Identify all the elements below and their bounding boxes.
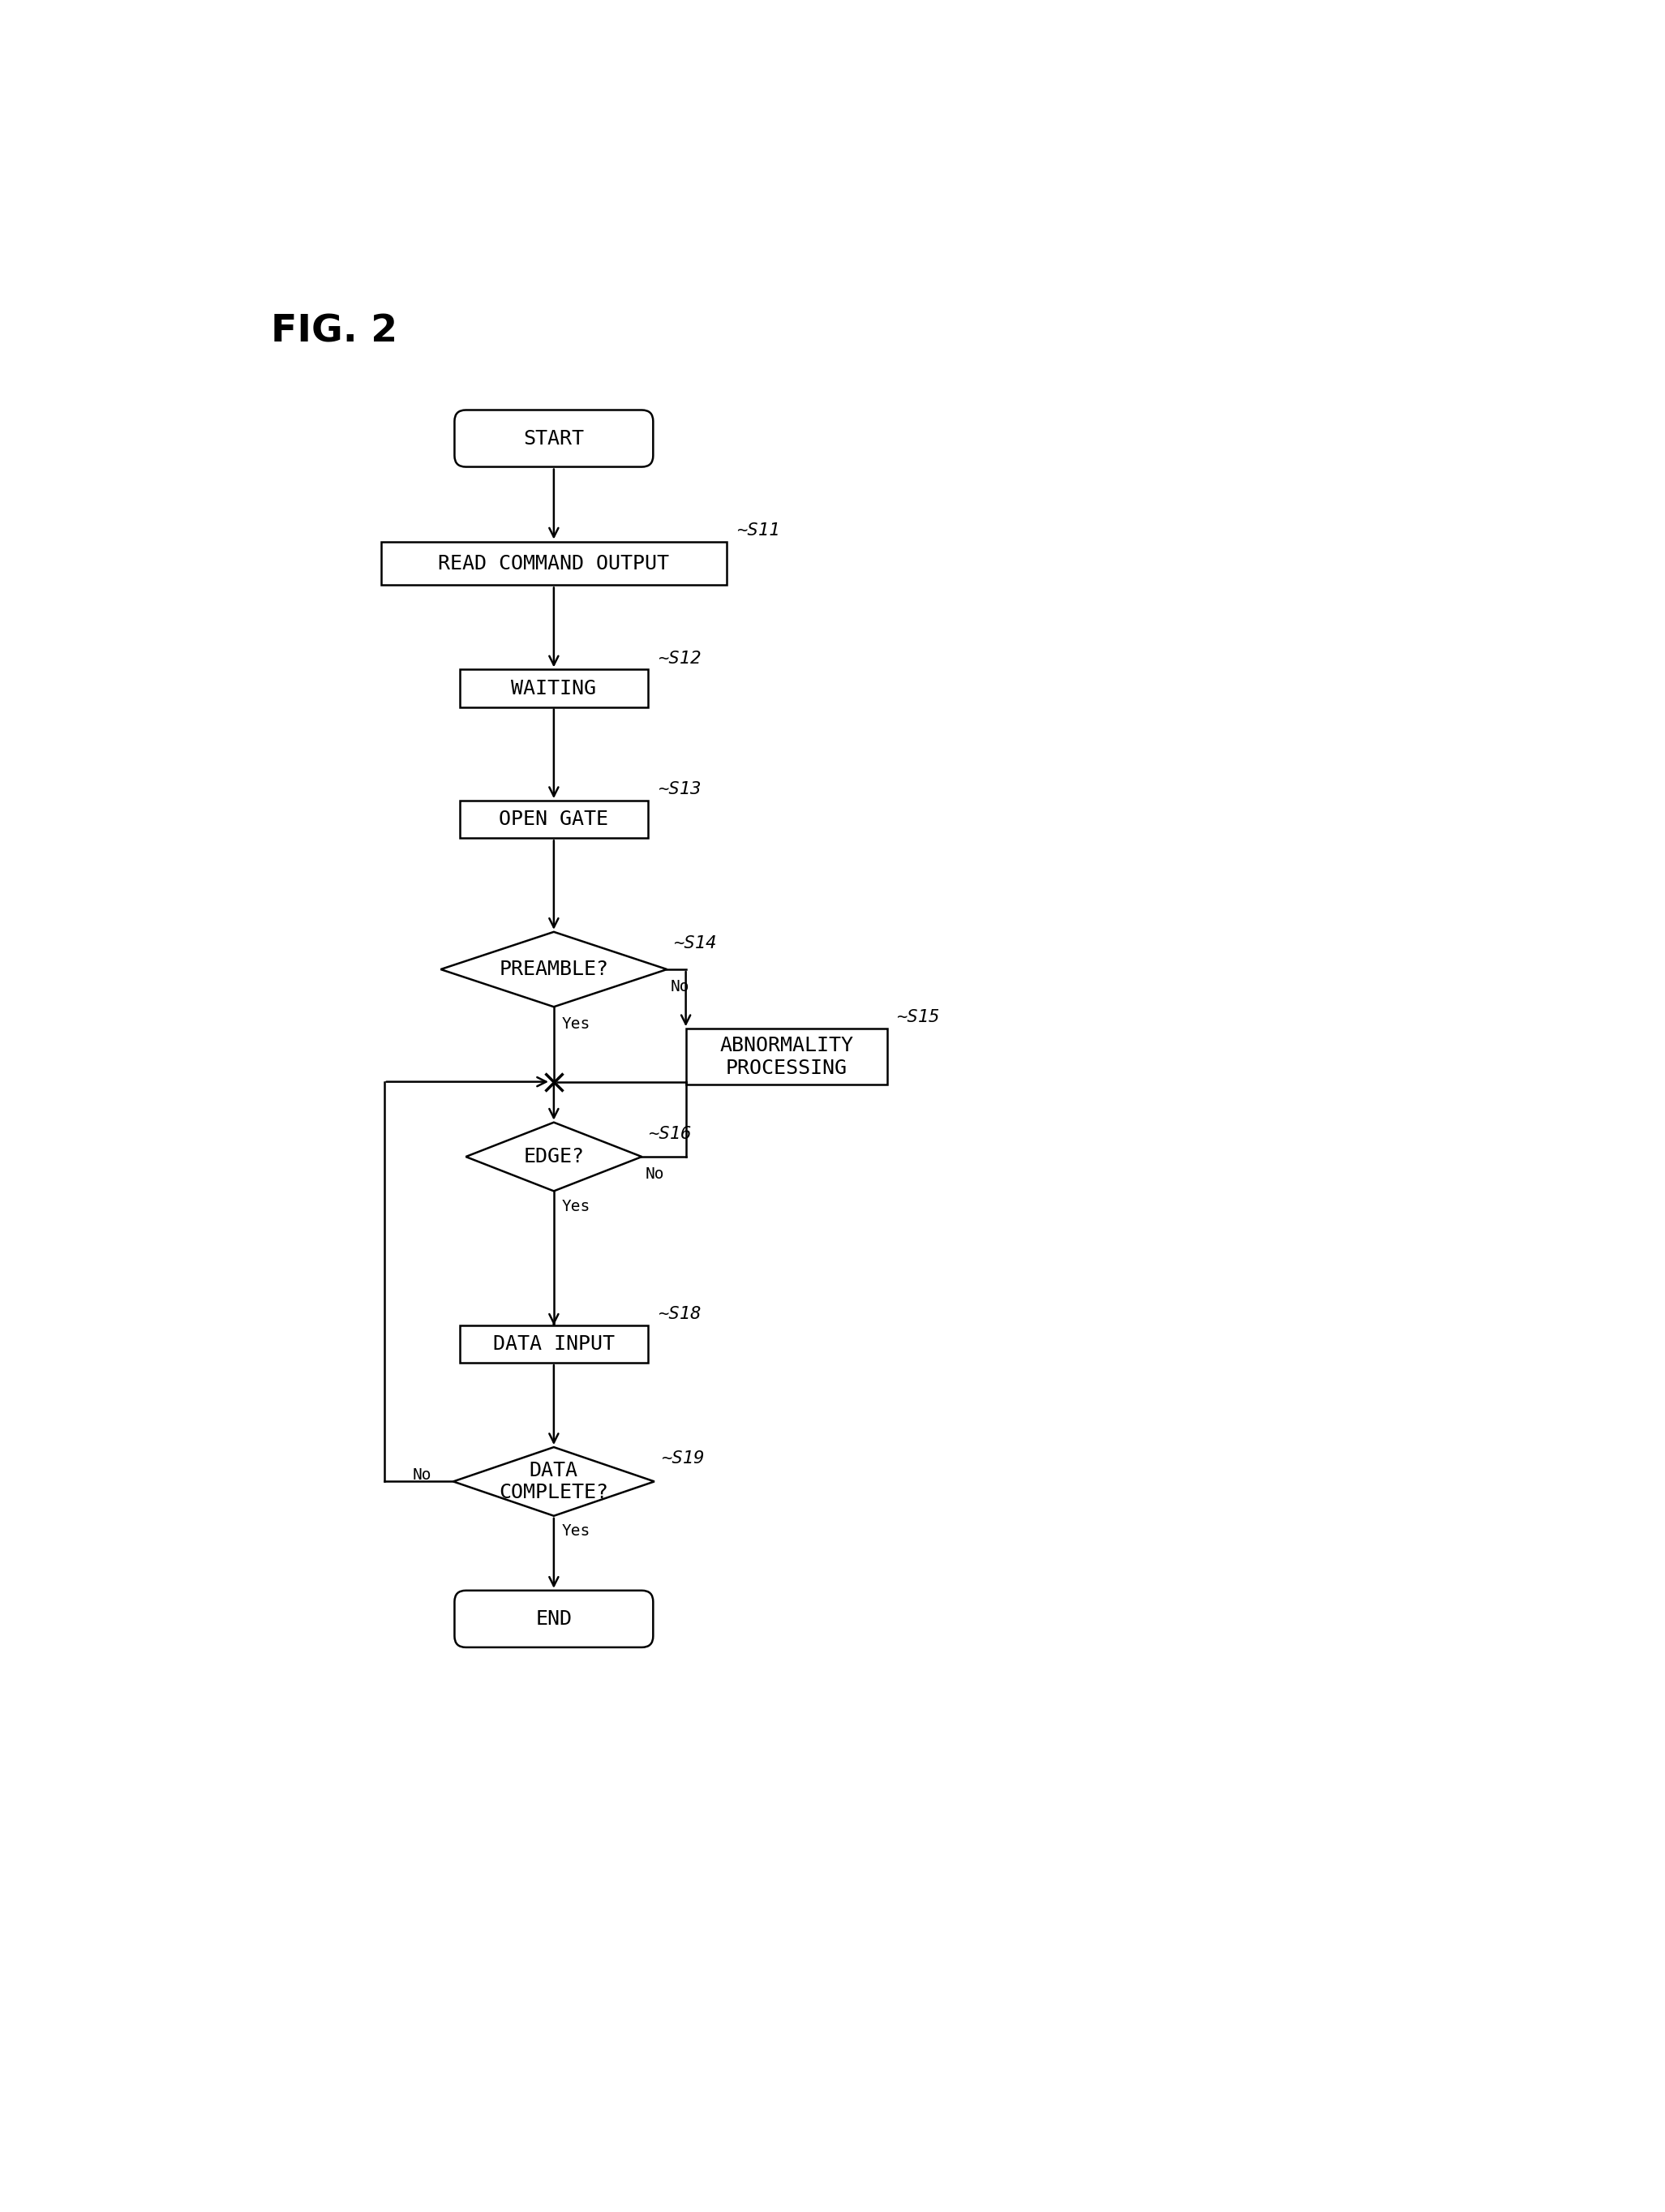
Text: ~S16: ~S16 <box>648 1126 691 1141</box>
FancyBboxPatch shape <box>455 409 653 467</box>
Text: ~S12: ~S12 <box>658 650 701 666</box>
Text: DATA INPUT: DATA INPUT <box>493 1334 614 1354</box>
Text: Yes: Yes <box>561 1199 589 1214</box>
FancyBboxPatch shape <box>455 1590 653 1648</box>
Text: DATA
COMPLETE?: DATA COMPLETE? <box>500 1460 609 1502</box>
Text: ~S19: ~S19 <box>661 1451 704 1467</box>
Bar <box>460 1325 648 1363</box>
Text: No: No <box>644 1166 664 1181</box>
Text: START: START <box>523 429 584 449</box>
Text: EDGE?: EDGE? <box>523 1148 584 1166</box>
Bar <box>460 670 648 708</box>
Text: PREAMBLE?: PREAMBLE? <box>500 960 609 980</box>
Text: ~S11: ~S11 <box>736 522 779 538</box>
Text: OPEN GATE: OPEN GATE <box>500 810 609 830</box>
Text: ~S14: ~S14 <box>673 936 716 951</box>
Polygon shape <box>453 1447 654 1515</box>
Text: Yes: Yes <box>561 1015 589 1031</box>
Polygon shape <box>466 1121 641 1190</box>
Bar <box>381 542 726 586</box>
Text: No: No <box>669 978 689 993</box>
Polygon shape <box>441 931 668 1006</box>
Text: END: END <box>536 1608 573 1628</box>
Text: FIG. 2: FIG. 2 <box>271 314 398 349</box>
Bar <box>460 801 648 838</box>
Bar <box>686 1029 887 1084</box>
Text: ~S13: ~S13 <box>658 781 701 799</box>
Text: ABNORMALITY
PROCESSING: ABNORMALITY PROCESSING <box>719 1035 852 1077</box>
Text: Yes: Yes <box>561 1524 589 1540</box>
Text: READ COMMAND OUTPUT: READ COMMAND OUTPUT <box>438 553 669 573</box>
Text: ~S15: ~S15 <box>896 1009 939 1026</box>
Text: ~S18: ~S18 <box>658 1305 701 1323</box>
Text: No: No <box>413 1467 431 1482</box>
Text: WAITING: WAITING <box>511 679 596 699</box>
